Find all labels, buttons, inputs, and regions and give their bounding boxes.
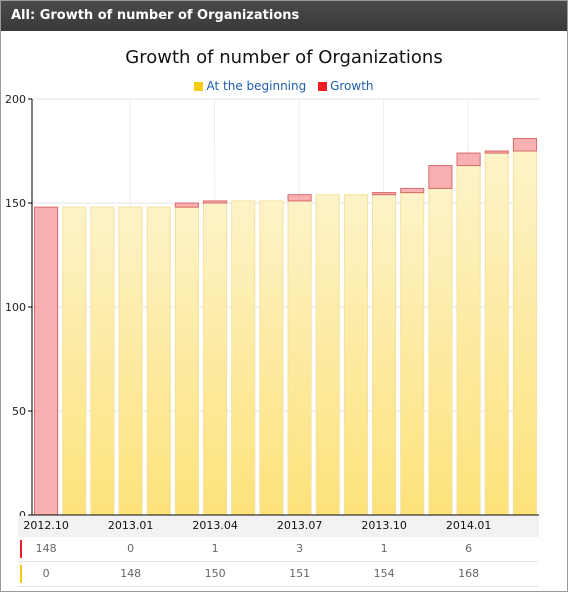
bar-growth-2014.01 xyxy=(456,152,481,167)
y-tick-label: 100 xyxy=(5,301,26,314)
bar-beginning-2013.10 xyxy=(372,194,397,516)
bar-beginning-2013.02 xyxy=(146,206,171,516)
bar-growth-2014.02 xyxy=(484,150,509,154)
data-table-cell: 3 xyxy=(296,542,304,555)
bar-beginning-2013.12 xyxy=(428,187,453,516)
x-axis-strip xyxy=(18,516,539,537)
y-tick-label: 50 xyxy=(12,405,26,418)
data-table-cell: 1 xyxy=(380,542,388,555)
data-table-cell: 154 xyxy=(373,567,395,580)
panel-title: All: Growth of number of Organizations xyxy=(1,1,567,31)
bar-beginning-2013.11 xyxy=(400,192,425,516)
legend-item-beginning[interactable]: At the beginning xyxy=(194,79,306,93)
bar-beginning-2013.05 xyxy=(231,200,256,516)
x-tick-label: 2013.01 xyxy=(108,519,154,532)
bar-growth-2013.04 xyxy=(203,200,228,204)
bar-beginning-2012.12 xyxy=(90,206,115,516)
y-tick-label: 200 xyxy=(5,93,26,106)
series-marker xyxy=(20,540,22,558)
chart-title: Growth of number of Organizations xyxy=(125,47,443,68)
legend-label-growth: Growth xyxy=(330,79,374,93)
data-table: 148 0 1 3 1 6 0 148 150 151 154 168 xyxy=(18,537,538,587)
bar-beginning-2013.01 xyxy=(118,206,143,516)
series-marker xyxy=(20,565,22,583)
bar-growth-2013.07 xyxy=(287,194,312,202)
bar-growth-2013.12 xyxy=(428,165,453,189)
legend-swatch-beginning xyxy=(194,82,204,91)
data-table-cell: 148 xyxy=(120,567,142,580)
bar-growth-2013.11 xyxy=(400,187,425,194)
data-table-row: 0 148 150 151 154 168 xyxy=(18,562,538,587)
legend-label-beginning: At the beginning xyxy=(206,79,307,93)
bar-beginning-2012.11 xyxy=(62,206,87,516)
bar-beginning-2014.02 xyxy=(484,152,509,516)
bar-beginning-2013.06 xyxy=(259,200,284,516)
legend-item-growth[interactable]: Growth xyxy=(318,79,374,93)
x-tick-label: 2012.10 xyxy=(23,519,69,532)
bar-beginning-2013.08 xyxy=(315,194,340,516)
bar-growth-2014.03 xyxy=(512,138,537,152)
data-table-cell: 168 xyxy=(458,567,480,580)
bar-growth-2013.10 xyxy=(372,192,397,196)
x-tick-label: 2013.10 xyxy=(361,519,407,532)
bar-growth-2013.03 xyxy=(174,202,199,208)
data-table-cell: 150 xyxy=(204,567,226,580)
data-table-cell: 0 xyxy=(127,542,135,555)
x-tick-label: 2014.01 xyxy=(446,519,492,532)
bar-beginning-2013.03 xyxy=(174,206,199,516)
chart-legend: At the beginning Growth xyxy=(1,79,567,93)
data-table-row: 148 0 1 3 1 6 xyxy=(18,537,538,562)
data-table-cell: 1 xyxy=(211,542,219,555)
data-table-cell: 6 xyxy=(465,542,473,555)
bar-beginning-2013.07 xyxy=(287,200,312,516)
y-tick-label: 0 xyxy=(19,509,26,522)
x-tick-label: 2013.04 xyxy=(192,519,238,532)
data-table-cell: 148 xyxy=(35,542,57,555)
bar-growth-2012.10 xyxy=(34,206,59,516)
data-table-cell: 0 xyxy=(42,567,50,580)
data-table-cell: 151 xyxy=(289,567,311,580)
y-tick-label: 150 xyxy=(5,197,26,210)
legend-swatch-growth xyxy=(318,82,328,91)
bar-beginning-2014.03 xyxy=(512,150,537,516)
bar-beginning-2013.04 xyxy=(203,202,228,516)
x-tick-label: 2013.07 xyxy=(277,519,323,532)
bar-beginning-2014.01 xyxy=(456,165,481,516)
bar-beginning-2013.09 xyxy=(343,194,368,516)
